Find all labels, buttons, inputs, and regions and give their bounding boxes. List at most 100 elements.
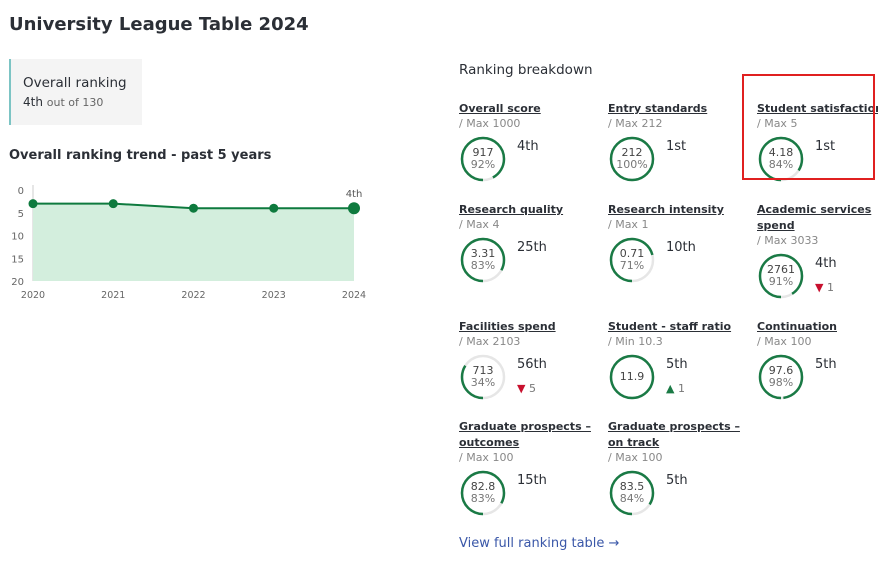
metric-title-link[interactable]: Research intensity: [608, 203, 724, 216]
metric-rank: 4th: [815, 256, 837, 271]
metric-value: 0.71: [619, 247, 645, 260]
metric-value: 97.6: [768, 364, 794, 377]
metric-title-link[interactable]: Facilities spend: [459, 320, 556, 333]
data-point: [348, 202, 360, 215]
y-tick-label: 5: [18, 209, 24, 220]
overall-ranking-position: 4th: [23, 95, 43, 109]
triangle-down-icon: ▼: [815, 281, 824, 294]
y-tick-label: 10: [11, 232, 24, 243]
metric-title-link[interactable]: Entry standards: [608, 102, 708, 115]
metric-max: / Max 100: [608, 451, 663, 464]
trend-title: Overall ranking trend - past 5 years: [9, 148, 272, 163]
metric-card: Student - staff ratio / Min 10.3 11.9 5t…: [608, 319, 748, 401]
metric-rank: 1st: [815, 139, 836, 154]
area-fill: [33, 203, 354, 281]
data-point: [108, 199, 118, 209]
metric-percent: 83%: [470, 492, 496, 505]
metric-max: / Max 1: [608, 218, 649, 231]
breakdown-title: Ranking breakdown: [459, 62, 593, 78]
score-ring: 11.9: [608, 353, 656, 401]
metric-percent: 84%: [768, 158, 794, 171]
metric-card: Continuation / Max 100 97.6 98% 5th: [757, 319, 878, 401]
metric-rank: 56th: [517, 357, 547, 372]
last-point-label: 4th: [346, 189, 363, 200]
metric-percent: 84%: [619, 492, 645, 505]
metric-rank: 5th: [666, 357, 688, 372]
rank-change: 5: [528, 382, 536, 395]
metric-title-link[interactable]: Overall score: [459, 102, 541, 115]
overall-ranking-card: Overall ranking 4th out of 130: [9, 59, 142, 125]
metric-percent: 71%: [619, 259, 645, 272]
metric-max: / Max 100: [757, 335, 812, 348]
metric-card: Overall score / Max 1000 917 92% 4th: [459, 101, 599, 183]
metric-max: / Max 1000: [459, 117, 521, 130]
metric-value: 917: [472, 146, 494, 159]
data-point: [189, 203, 198, 213]
x-tick-label: 2022: [181, 290, 205, 301]
metric-card: Facilities spend / Max 2103 713 34% 56th …: [459, 319, 599, 401]
metric-rank: 4th: [517, 139, 539, 154]
data-point: [28, 199, 38, 209]
overall-ranking-suffix: out of 130: [46, 96, 104, 109]
arrow-right-icon: →: [608, 536, 620, 551]
x-tick-label: 2021: [101, 290, 125, 301]
score-ring: 0.71 71%: [608, 236, 656, 284]
metric-card: Academic services spend / Max 3033 2761 9…: [757, 202, 878, 300]
metric-max: / Max 212: [608, 117, 663, 130]
x-tick-label: 2023: [262, 290, 286, 301]
metric-max: / Max 5: [757, 117, 798, 130]
metric-card: Graduate prospects – outcomes / Max 100 …: [459, 419, 599, 517]
metric-card: Research quality / Max 4 3.31 83% 25th: [459, 202, 599, 284]
metric-rank: 15th: [517, 473, 547, 488]
metric-card: Graduate prospects – on track / Max 100 …: [608, 419, 748, 517]
metric-title-link[interactable]: Student satisfaction: [757, 102, 878, 115]
metric-rank: 10th: [666, 240, 696, 255]
x-tick-label: 2024: [342, 290, 366, 301]
metric-title-link[interactable]: Research quality: [459, 203, 564, 216]
score-ring: 2761 91%: [757, 252, 805, 300]
overall-ranking-label: Overall ranking: [23, 75, 127, 91]
metric-title-link[interactable]: Continuation: [757, 320, 837, 333]
metric-value: 83.5: [619, 480, 645, 493]
metric-max: / Max 2103: [459, 335, 521, 348]
metric-title-link[interactable]: Academic services spend: [757, 203, 872, 232]
metric-percent: 100%: [616, 158, 648, 171]
score-ring: 917 92%: [459, 135, 507, 183]
score-ring: 83.5 84%: [608, 469, 656, 517]
metric-max: / Min 10.3: [608, 335, 663, 348]
metric-rank: 5th: [815, 357, 837, 372]
metric-max: / Max 3033: [757, 234, 819, 247]
metric-percent: 91%: [768, 275, 794, 288]
score-ring: 82.8 83%: [459, 469, 507, 517]
metric-rank: 1st: [666, 139, 687, 154]
metric-card: Student satisfaction / Max 5 4.18 84% 1st: [757, 101, 878, 183]
highlight-box: [742, 74, 875, 180]
metric-title-link[interactable]: Student - staff ratio: [608, 320, 732, 333]
view-full-ranking-link[interactable]: View full ranking table →: [459, 536, 620, 551]
data-point: [269, 203, 279, 213]
score-ring: 97.6 98%: [757, 353, 805, 401]
page-title: University League Table 2024: [9, 14, 309, 35]
metric-percent: 34%: [470, 376, 496, 389]
score-ring: 3.31 83%: [459, 236, 507, 284]
metric-title-link[interactable]: Graduate prospects – outcomes: [459, 420, 591, 449]
score-ring: 4.18 84%: [757, 135, 805, 183]
score-ring: 713 34%: [459, 353, 507, 401]
metric-value: 4.18: [768, 146, 794, 159]
y-tick-label: 0: [18, 186, 24, 197]
metric-value: 212: [621, 146, 643, 159]
metric-rank: 5th: [666, 473, 688, 488]
metric-value: 713: [472, 364, 494, 377]
metric-percent: 83%: [470, 259, 496, 272]
rank-change: 1: [677, 382, 685, 395]
metric-rank: 25th: [517, 240, 547, 255]
x-tick-label: 2020: [21, 290, 45, 301]
rank-change: 1: [826, 281, 834, 294]
metric-value: 3.31: [470, 247, 496, 260]
metric-title-link[interactable]: Graduate prospects – on track: [608, 420, 740, 449]
metric-card: Research intensity / Max 1 0.71 71% 10th: [608, 202, 748, 284]
y-tick-label: 20: [11, 277, 24, 288]
metric-max: / Max 4: [459, 218, 500, 231]
metric-value: 82.8: [470, 480, 496, 493]
